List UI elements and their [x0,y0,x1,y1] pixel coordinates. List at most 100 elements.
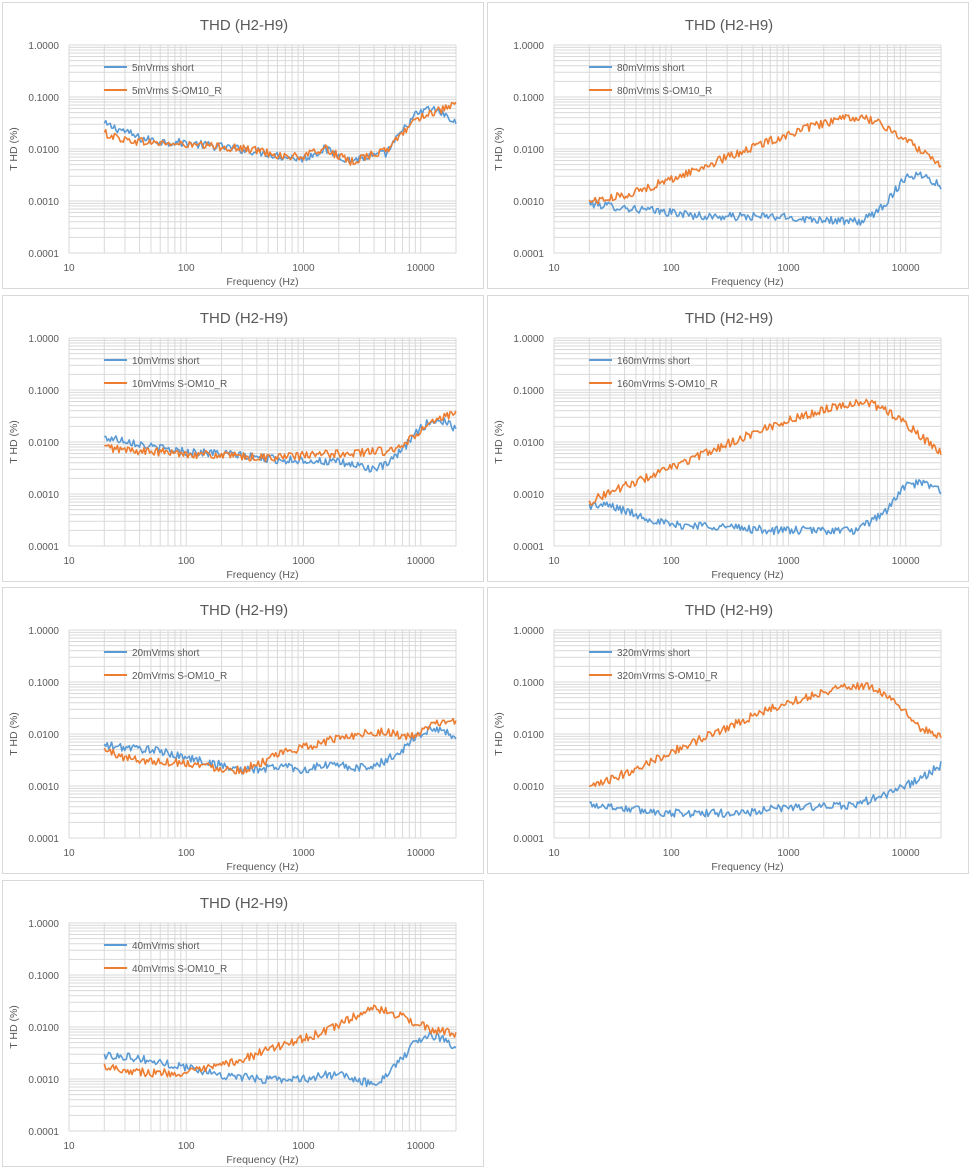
y-tick-label: 1.0000 [28,626,59,637]
series-line-om10 [588,114,942,205]
legend-label: 20mVrms short [132,648,200,659]
y-tick-label: 0.0100 [28,438,59,449]
chart-panel-80mv: THD (H2-H9) 1.0000 0.1000 0.0100 0.0010 0.000… [487,2,969,289]
grid-lines [553,629,942,839]
y-axis-label: T HD (%) [493,127,505,171]
y-tick-label: 0.1000 [28,678,59,689]
chart-panel-40mv: THD (H2-H9) 1.0000 0.1000 0.0100 0.0010 0.000… [2,880,484,1167]
legend-label: 160mVrms S-OM10_R [617,379,718,390]
y-tick-label: 0.0100 [28,145,59,156]
x-axis-label: Frequency (Hz) [711,861,783,873]
chart-title: THD (H2-H9) [200,895,288,912]
y-tick-label: 0.1000 [28,93,59,104]
y-tick-label: 0.0100 [513,438,544,449]
chart-panel-20mv: THD (H2-H9) 1.0000 0.1000 0.0100 0.0010 0.000… [2,587,484,874]
series-line-short [588,171,942,226]
x-tick-label: 10 [63,556,75,567]
x-tick-label: 10000 [407,263,435,274]
y-axis-label: T HD (%) [8,1005,20,1049]
grid-lines [68,337,457,547]
y-tick-label: 0.0001 [513,249,544,260]
x-tick-label: 1000 [777,263,800,274]
x-tick-label: 1000 [292,848,315,859]
y-axis-label: T HD (%) [8,712,20,756]
x-tick-label: 10000 [407,848,435,859]
y-tick-label: 0.0001 [28,249,59,260]
y-tick-label: 0.0100 [28,1023,59,1034]
chart-svg: THD (H2-H9) 1.0000 0.1000 0.0100 0.0010 0.000… [8,895,457,1166]
y-tick-label: 0.0100 [28,730,59,741]
x-tick-label: 10 [548,263,560,274]
y-tick-label: 0.0001 [28,834,59,845]
x-axis-label: Frequency (Hz) [711,276,783,288]
series-line-short [103,1031,457,1088]
y-tick-label: 1.0000 [513,334,544,345]
x-tick-label: 10 [63,848,75,859]
y-axis-label: T HD (%) [493,712,505,756]
x-tick-label: 10000 [892,556,920,567]
x-tick-label: 1000 [292,1141,315,1152]
chart-title: THD (H2-H9) [685,17,773,34]
y-axis-label: T HD (%) [493,420,505,464]
y-tick-label: 0.0001 [28,542,59,553]
chart-panel-160mv: THD (H2-H9) 1.0000 0.1000 0.0100 0.0010 0.000… [487,295,969,582]
grid-lines [68,629,457,839]
y-tick-label: 1.0000 [513,41,544,52]
x-tick-label: 1000 [292,556,315,567]
x-axis-label: Frequency (Hz) [226,1154,298,1166]
x-tick-label: 100 [663,848,680,859]
legend-label: 160mVrms short [617,356,690,367]
chart-title: THD (H2-H9) [200,310,288,327]
x-tick-label: 100 [178,848,195,859]
chart-title: THD (H2-H9) [200,17,288,34]
y-tick-label: 1.0000 [28,919,59,930]
y-tick-label: 0.0010 [28,197,59,208]
y-tick-label: 0.0001 [513,834,544,845]
chart-title: THD (H2-H9) [200,602,288,619]
chart-title: THD (H2-H9) [685,602,773,619]
y-tick-label: 0.1000 [28,386,59,397]
series-line-om10 [588,398,942,506]
y-tick-label: 0.0010 [513,197,544,208]
y-tick-label: 0.0001 [513,542,544,553]
legend-label: 10mVrms short [132,356,200,367]
chart-svg: THD (H2-H9) 1.0000 0.1000 0.0100 0.0010 0.000… [493,310,942,581]
y-tick-label: 0.0100 [513,145,544,156]
series-line-om10 [103,717,457,775]
legend-label: 80mVrms S-OM10_R [617,86,712,97]
x-axis-label: Frequency (Hz) [226,569,298,581]
chart-svg: THD (H2-H9) 1.0000 0.1000 0.0100 0.0010 0.000… [493,17,942,288]
series-line-short [103,725,457,775]
chart-panel-320mv: THD (H2-H9) 1.0000 0.1000 0.0100 0.0010 0.000… [487,587,969,874]
y-axis-label: T HD (%) [8,127,20,171]
y-tick-label: 0.0010 [513,490,544,501]
legend-label: 80mVrms short [617,63,685,74]
grid-lines [68,44,457,254]
series-line-om10 [588,682,942,788]
chart-title: THD (H2-H9) [685,310,773,327]
chart-svg: THD (H2-H9) 1.0000 0.1000 0.0100 0.0010 0.000… [8,17,457,288]
series-line-short [103,105,457,164]
y-tick-label: 0.1000 [513,386,544,397]
y-tick-label: 0.0100 [513,730,544,741]
x-tick-label: 10 [63,1141,75,1152]
y-tick-label: 1.0000 [28,41,59,52]
x-tick-label: 10 [548,556,560,567]
y-tick-label: 1.0000 [28,334,59,345]
y-tick-label: 0.1000 [28,971,59,982]
x-tick-label: 10 [63,263,75,274]
y-axis-label: T HD (%) [8,420,20,464]
legend-label: 320mVrms S-OM10_R [617,671,718,682]
x-tick-label: 100 [178,263,195,274]
x-tick-label: 100 [178,556,195,567]
x-tick-label: 100 [663,263,680,274]
legend-label: 5mVrms short [132,63,194,74]
x-tick-label: 10000 [407,556,435,567]
x-axis-label: Frequency (Hz) [711,569,783,581]
legend-label: 320mVrms short [617,648,690,659]
series-line-om10 [104,410,457,463]
x-tick-label: 10000 [892,848,920,859]
chart-svg: THD (H2-H9) 1.0000 0.1000 0.0100 0.0010 0.000… [8,310,457,581]
y-tick-label: 1.0000 [513,626,544,637]
legend-label: 10mVrms S-OM10_R [132,379,227,390]
